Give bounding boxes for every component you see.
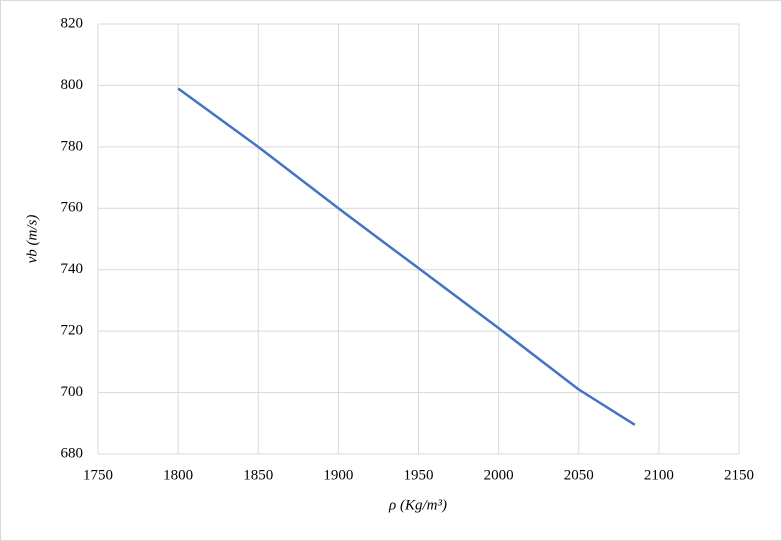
x-tick-label: 1900	[323, 467, 353, 483]
y-axis-label: vb (m/s)	[24, 215, 40, 264]
y-tick-label: 780	[61, 138, 84, 154]
x-tick-label: 2150	[724, 467, 754, 483]
x-tick-label: 2100	[644, 467, 674, 483]
y-tick-label: 740	[61, 261, 84, 277]
x-axis-label: ρ (Kg/m³)	[388, 497, 447, 513]
x-tick-label: 1750	[83, 467, 113, 483]
x-tick-label: 1800	[163, 467, 193, 483]
y-tick-label: 760	[61, 200, 84, 216]
y-tick-label: 800	[61, 77, 84, 93]
y-tick-label: 680	[61, 445, 84, 461]
y-tick-label: 720	[61, 323, 84, 339]
x-tick-label: 2000	[484, 467, 514, 483]
y-tick-label: 820	[61, 15, 84, 31]
x-tick-label: 2050	[564, 467, 594, 483]
y-tick-label: 700	[61, 384, 84, 400]
data-line	[177, 87, 636, 426]
x-tick-label: 1850	[243, 467, 273, 483]
x-tick-label: 1950	[404, 467, 434, 483]
